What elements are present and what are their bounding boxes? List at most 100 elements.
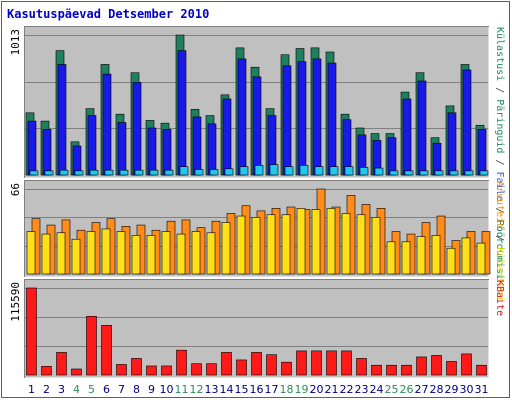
visits-panel-bar [299, 165, 309, 176]
legend-entry: / [494, 202, 505, 220]
x-tick-label: 25 [385, 383, 399, 396]
hosts-panel-bar [56, 232, 66, 275]
hosts-panel-bar [386, 241, 396, 275]
hosts-panel-bar [356, 214, 366, 275]
kbytes-panel-bar [56, 352, 67, 376]
legend-entry: Arvuteid [494, 181, 505, 229]
x-tick-label: 1 [28, 383, 35, 396]
series-legend: KBaite [494, 280, 505, 316]
hosts-panel-bar [221, 222, 231, 275]
visits-panel-bar [29, 170, 39, 176]
x-tick-label: 22 [340, 383, 354, 396]
x-tick-label: 13 [205, 383, 219, 396]
visits-panel: 1013 Külastusi / Päringuid / Faile / Pöör… [9, 25, 505, 280]
kbytes-panel-bar [101, 325, 112, 376]
hosts-panel-bar [431, 235, 441, 275]
kbytes-panel-bar [356, 358, 367, 376]
legend-entry: Külastusi [494, 27, 505, 81]
hosts-panel-bar [476, 242, 486, 275]
visits-panel-bar [74, 170, 84, 176]
legend-entry: Faile [494, 172, 505, 202]
visits-panel-bar [149, 169, 159, 176]
kbytes-panel-bar [431, 355, 442, 376]
kbytes-panel-bar [191, 363, 202, 376]
kbytes-panel-bar [176, 349, 187, 376]
kbytes-panel-bar [401, 364, 412, 376]
kbytes-panel-bar [161, 365, 172, 376]
series-legend: Külastusi / Päringuid / Faile / Pöördumi… [494, 27, 505, 280]
hosts-panel-bar [296, 208, 306, 275]
visits-panel-bar [254, 165, 264, 176]
y-max-label: 1013 [9, 29, 22, 56]
x-tick-label: 2 [43, 383, 50, 396]
kbytes-panel-bar [71, 368, 82, 376]
x-tick-label: 28 [430, 383, 444, 396]
hosts-panel-bar [236, 215, 246, 275]
visits-panel-bar [312, 58, 322, 176]
kbytes-panel-bar [266, 354, 277, 376]
visits-panel-bar [87, 115, 97, 176]
kbytes-panel-bar [251, 352, 262, 376]
visits-panel-bar [104, 169, 114, 176]
visits-panel-bar [119, 169, 129, 176]
visits-panel-bar [464, 170, 474, 176]
chart-panels: 1013 Külastusi / Päringuid / Faile / Pöör… [9, 25, 505, 379]
x-tick-label: 29 [445, 383, 459, 396]
visits-panel-bar [194, 169, 204, 176]
visits-panel-bar [134, 169, 144, 176]
visits-panel-bar [102, 73, 112, 176]
x-tick-label: 15 [235, 383, 249, 396]
visits-panel-bar [239, 166, 249, 176]
hosts-panel-bar [341, 213, 351, 275]
visits-panel-bar [314, 166, 324, 176]
visits-panel-bar [447, 112, 457, 176]
hosts-panel-bar [191, 231, 201, 275]
visits-panel-bar [222, 98, 232, 176]
x-tick-label: 27 [415, 383, 429, 396]
hosts-panel-bar [86, 231, 96, 275]
x-tick-label: 18 [280, 383, 294, 396]
visits-panel-bar [269, 164, 279, 176]
hosts-panel-bar [146, 235, 156, 275]
visits-panel-bar [132, 82, 142, 176]
legend-entry: Päringuid [494, 99, 505, 153]
visits-panel-bar [57, 64, 67, 176]
kbytes-panel-bar [41, 366, 52, 376]
hosts-panel-bar [41, 233, 51, 275]
visits-panel-bar [477, 129, 487, 176]
legend-entry: / [494, 153, 505, 171]
kbytes-panel-bar [131, 358, 142, 376]
chart-title: Kasutuspäevad Detsember 2010 [7, 7, 209, 21]
kbytes-panel-bar [416, 356, 427, 376]
x-axis-labels: 1 2 3 4 5 6 7 8 9 10 11 12 13 14 15 16 17 18 19 20 21 22 23 24 2… [28, 383, 489, 396]
visits-panel-bar [404, 170, 414, 176]
x-tick-label: 12 [190, 383, 204, 396]
hosts-panel-bar [311, 209, 321, 275]
x-tick-label: 5 [88, 383, 95, 396]
hosts-panel-bar [176, 233, 186, 275]
visits-panel-bar [147, 127, 157, 176]
hosts-panel-bar [116, 231, 126, 275]
hosts-panel-bar [131, 235, 141, 275]
visits-panel-bar [209, 169, 219, 176]
visits-panel-bar [44, 170, 54, 176]
visits-panel-bar [282, 65, 292, 176]
hosts-panel-bar [401, 241, 411, 275]
kbytes-panel-bar [146, 365, 157, 376]
visits-panel-bar [434, 170, 444, 176]
x-tick-label: 23 [355, 383, 369, 396]
visits-panel-bar [164, 169, 174, 176]
visits-panel-bar [162, 129, 172, 176]
kbytes-panel-bar [326, 350, 337, 376]
visits-panel-bar [177, 50, 187, 176]
x-tick-label: 20 [310, 383, 324, 396]
x-tick-label: 30 [460, 383, 474, 396]
hosts-panel-bar [326, 208, 336, 275]
kbytes-panel-bar [386, 364, 397, 376]
visits-panel-bar [284, 166, 294, 176]
visits-panel-bar [237, 58, 247, 176]
hosts-panel-bar [446, 247, 456, 275]
visits-panel-bar [59, 169, 69, 176]
kbytes-panel-bar [311, 350, 322, 376]
